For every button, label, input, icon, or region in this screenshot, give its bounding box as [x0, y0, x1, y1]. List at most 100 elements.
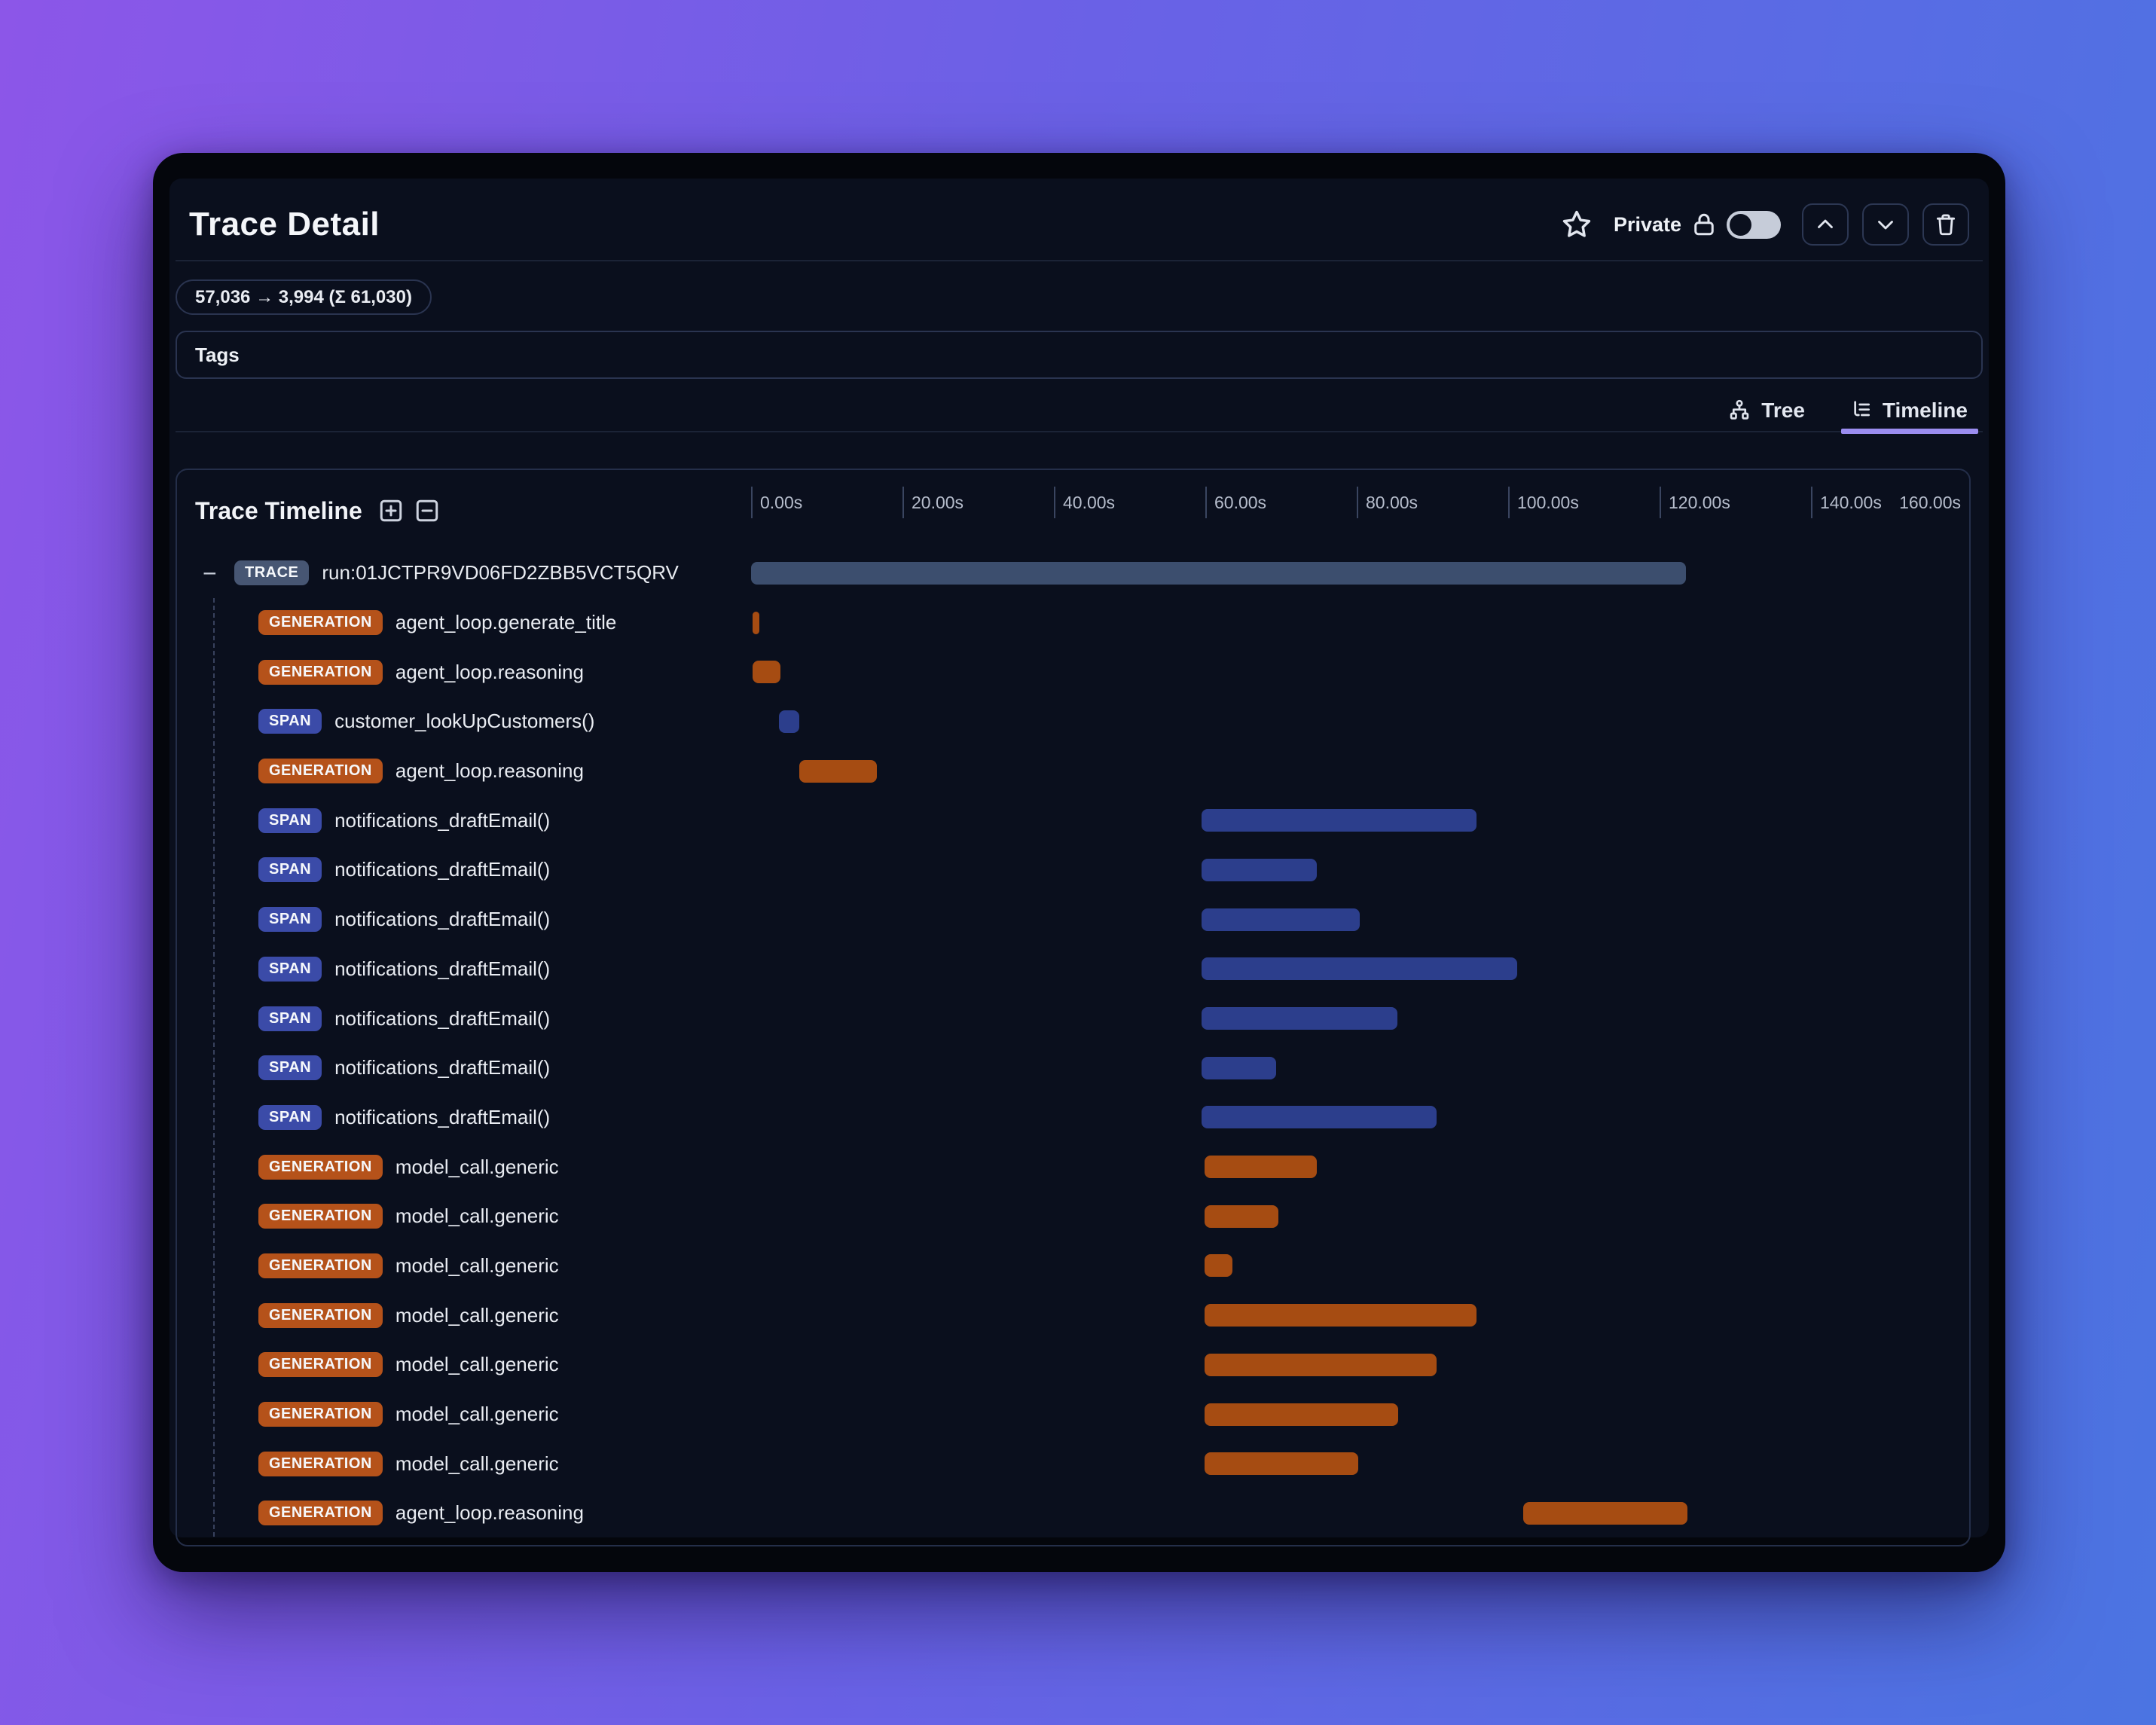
tags-label: Tags — [195, 343, 240, 366]
timeline-row[interactable]: SPAN notifications_draftEmail() — [177, 845, 1969, 895]
privacy-toggle[interactable] — [1727, 210, 1781, 239]
timeline-row[interactable]: − TRACE run:01JCTPR9VD06FD2ZBB5VCT5QRV — [177, 548, 1969, 598]
observation-name: model_call.generic — [395, 1403, 559, 1426]
observation-name: model_call.generic — [395, 1452, 559, 1475]
tags-box[interactable]: Tags — [176, 331, 1983, 379]
duration-bar[interactable] — [799, 759, 877, 783]
row-label-area: GENERATION model_call.generic — [177, 1451, 751, 1476]
timeline-row[interactable]: GENERATION model_call.generic — [177, 1439, 1969, 1488]
row-label-area: GENERATION model_call.generic — [177, 1253, 751, 1278]
row-label-area: GENERATION model_call.generic — [177, 1154, 751, 1180]
duration-bar[interactable] — [1201, 809, 1477, 832]
timeline-row[interactable]: GENERATION model_call.generic — [177, 1340, 1969, 1390]
chevron-down-icon — [1878, 221, 1893, 230]
timeline-row[interactable]: GENERATION agent_loop.reasoning — [177, 1488, 1969, 1538]
trash-icon — [1936, 214, 1956, 236]
header-divider — [176, 260, 1983, 261]
axis-tick: 0.00s — [751, 487, 802, 518]
observation-type-badge: SPAN — [258, 956, 322, 982]
row-label-area: SPAN notifications_draftEmail() — [177, 1104, 751, 1130]
observation-name: notifications_draftEmail() — [334, 858, 551, 881]
duration-bar[interactable] — [751, 561, 1687, 585]
duration-bar[interactable] — [779, 710, 800, 733]
duration-bar[interactable] — [1201, 908, 1360, 931]
app-surface: Trace Detail Private — [169, 179, 1989, 1546]
observation-name: notifications_draftEmail() — [334, 908, 551, 931]
axis-tick: 120.00s — [1660, 487, 1730, 518]
timeline-row[interactable]: SPAN notifications_draftEmail() — [177, 994, 1969, 1043]
row-rail — [751, 746, 1962, 796]
timeline-row[interactable]: GENERATION agent_loop.reasoning — [177, 647, 1969, 697]
row-rail — [751, 1290, 1962, 1340]
timeline-row[interactable]: GENERATION model_call.generic — [177, 1241, 1969, 1291]
duration-bar[interactable] — [753, 611, 759, 634]
panel-title: Trace Timeline — [195, 496, 362, 524]
observation-type-badge: GENERATION — [258, 1253, 383, 1278]
observation-name: customer_lookUpCustomers() — [334, 710, 595, 733]
timeline-row[interactable]: GENERATION model_call.generic — [177, 1142, 1969, 1192]
plus-square-icon — [380, 499, 402, 522]
timeline-row[interactable]: GENERATION model_call.generic — [177, 1390, 1969, 1440]
observation-type-badge: GENERATION — [258, 1501, 383, 1526]
timeline-row[interactable]: SPAN notifications_draftEmail() — [177, 1043, 1969, 1093]
row-label-area: GENERATION agent_loop.reasoning — [177, 659, 751, 685]
duration-bar[interactable] — [1204, 1452, 1358, 1476]
duration-bar[interactable] — [1523, 1501, 1688, 1525]
row-label-area: GENERATION agent_loop.generate_title — [177, 610, 751, 636]
timeline-row[interactable]: GENERATION agent_loop.reasoning — [177, 746, 1969, 796]
observation-type-badge: GENERATION — [258, 1204, 383, 1229]
nav-button-group — [1802, 203, 1969, 246]
delete-button[interactable] — [1922, 203, 1969, 246]
axis-tick: 80.00s — [1357, 487, 1418, 518]
duration-bar[interactable] — [1201, 858, 1317, 881]
collapse-all-button[interactable] — [414, 497, 441, 524]
duration-bar[interactable] — [1204, 1353, 1437, 1376]
previous-button[interactable] — [1802, 203, 1849, 246]
observation-type-badge: GENERATION — [258, 1154, 383, 1180]
time-axis: 0.00s 20.00s 40.00s 60.00s 80.00s 100.00s 120.… — [751, 487, 1962, 521]
duration-bar[interactable] — [1204, 1204, 1279, 1228]
duration-bar[interactable] — [1201, 957, 1518, 981]
row-rail — [751, 548, 1962, 598]
timeline-row[interactable]: GENERATION model_call.generic — [177, 1192, 1969, 1241]
timeline-row[interactable]: SPAN notifications_draftEmail() — [177, 945, 1969, 994]
axis-tick: 140.00s — [1811, 487, 1882, 518]
privacy-label: Private — [1613, 212, 1681, 236]
privacy-control: Private — [1613, 210, 1781, 239]
duration-bar[interactable] — [1204, 1304, 1477, 1327]
view-tabs: Tree Timeline — [176, 390, 1983, 434]
row-rail — [751, 1241, 1962, 1291]
observation-name: notifications_draftEmail() — [334, 1006, 551, 1030]
timeline-row[interactable]: GENERATION model_call.generic — [177, 1290, 1969, 1340]
duration-bar[interactable] — [1201, 1106, 1437, 1129]
duration-bar[interactable] — [753, 661, 781, 684]
observation-type-badge: GENERATION — [258, 1451, 383, 1476]
row-rail — [751, 1093, 1962, 1143]
timeline-row[interactable]: SPAN notifications_draftEmail() — [177, 795, 1969, 845]
row-rail — [751, 1142, 1962, 1192]
tab-tree[interactable]: Tree — [1727, 390, 1805, 431]
observation-name: agent_loop.reasoning — [395, 759, 584, 783]
duration-bar[interactable] — [1204, 1156, 1317, 1179]
expand-all-button[interactable] — [377, 497, 405, 524]
timeline-row[interactable]: GENERATION agent_loop.generate_title — [177, 598, 1969, 648]
duration-bar[interactable] — [1204, 1403, 1399, 1426]
next-button[interactable] — [1862, 203, 1909, 246]
duration-bar[interactable] — [1201, 1056, 1277, 1079]
timeline-row[interactable]: SPAN notifications_draftEmail() — [177, 1093, 1969, 1143]
timeline-row[interactable]: SPAN customer_lookUpCustomers() — [177, 697, 1969, 746]
collapse-toggle[interactable]: − — [203, 559, 217, 587]
star-icon[interactable] — [1561, 209, 1593, 240]
observation-type-badge: GENERATION — [258, 1402, 383, 1427]
tab-timeline[interactable]: Timeline — [1840, 390, 1979, 434]
observation-type-badge: TRACE — [234, 560, 310, 586]
row-rail — [751, 795, 1962, 845]
duration-bar[interactable] — [1201, 1007, 1398, 1030]
observation-type-badge: SPAN — [258, 1055, 322, 1081]
duration-bar[interactable] — [1204, 1254, 1233, 1278]
timeline-row[interactable]: SPAN notifications_draftEmail() — [177, 895, 1969, 945]
row-label-area: SPAN notifications_draftEmail() — [177, 808, 751, 833]
row-rail — [751, 1192, 1962, 1241]
row-rail — [751, 697, 1962, 746]
observation-name: agent_loop.reasoning — [395, 660, 584, 683]
